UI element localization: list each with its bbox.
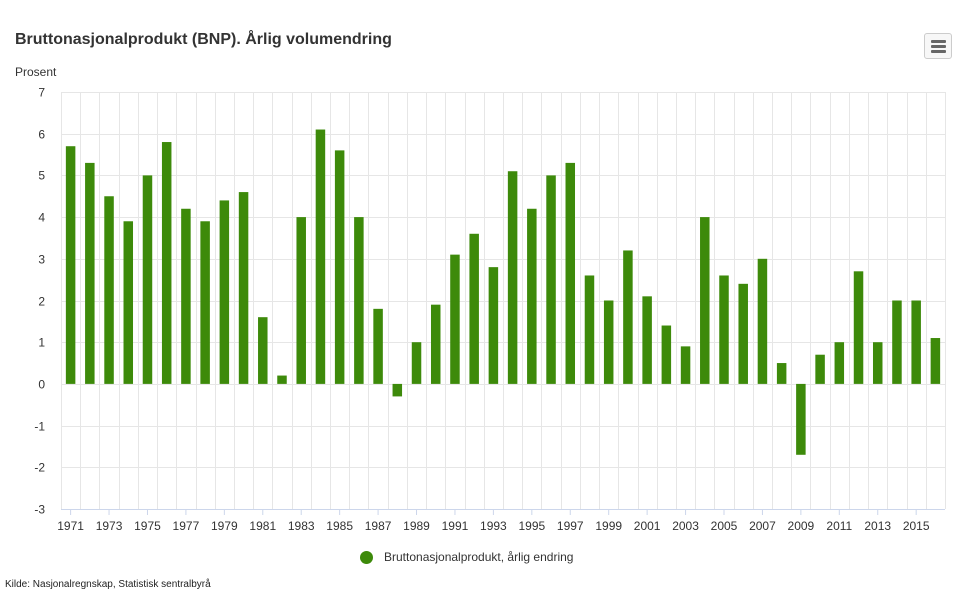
x-tick-label: 1995 bbox=[518, 519, 545, 533]
x-tick-label: 2007 bbox=[749, 519, 776, 533]
bar-1972 bbox=[85, 162, 95, 384]
x-tick-label: 2003 bbox=[672, 519, 699, 533]
y-tick-label: 7 bbox=[38, 86, 45, 100]
bar-1990 bbox=[430, 304, 441, 384]
bar-1976 bbox=[161, 142, 172, 384]
y-tick-label: 0 bbox=[38, 378, 45, 392]
bar-2014 bbox=[892, 300, 902, 384]
y-tick-label: 4 bbox=[38, 211, 45, 225]
x-tick-label: 1987 bbox=[365, 519, 392, 533]
bar-1971 bbox=[65, 146, 76, 384]
bar-2015 bbox=[911, 300, 921, 384]
bar-1985 bbox=[334, 150, 345, 384]
hamburger-menu-icon[interactable] bbox=[924, 33, 952, 59]
bar-2008 bbox=[776, 363, 787, 384]
bar-2001 bbox=[642, 296, 652, 384]
y-tick-label: -3 bbox=[34, 503, 45, 517]
y-tick-label: 6 bbox=[38, 128, 45, 142]
source-note: Kilde: Nasjonalregnskap, Statistisk sent… bbox=[5, 579, 211, 590]
y-tick-label: 3 bbox=[38, 253, 45, 267]
x-tick-label: 1981 bbox=[249, 519, 276, 533]
x-tick-label: 1985 bbox=[326, 519, 353, 533]
bar-1987 bbox=[373, 308, 383, 384]
legend-item[interactable]: Bruttonasjonalprodukt, årlig endring bbox=[360, 550, 573, 564]
bar-1988 bbox=[392, 383, 403, 397]
x-tick-label: 1999 bbox=[595, 519, 622, 533]
x-tick-label: 1977 bbox=[173, 519, 200, 533]
x-tick-label: 1989 bbox=[403, 519, 430, 533]
bar-2000 bbox=[623, 250, 633, 384]
legend-marker-icon bbox=[360, 550, 373, 564]
y-tick-label: 1 bbox=[38, 336, 45, 350]
x-tick-label: 2013 bbox=[864, 519, 891, 533]
y-axis-label: Prosent bbox=[15, 65, 57, 79]
legend-label: Bruttonasjonalprodukt, årlig endring bbox=[384, 550, 574, 564]
bar-1998 bbox=[584, 275, 595, 384]
bar-1997 bbox=[565, 162, 576, 384]
x-tick-label: 2009 bbox=[788, 519, 815, 533]
bar-2002 bbox=[661, 325, 672, 384]
bar-1973 bbox=[104, 196, 114, 384]
bar-2010 bbox=[815, 354, 825, 384]
bar-1994 bbox=[507, 171, 518, 384]
bar-1979 bbox=[219, 200, 230, 384]
x-tick-label: 1991 bbox=[442, 519, 469, 533]
bar-1989 bbox=[411, 342, 422, 384]
bar-2007 bbox=[757, 258, 768, 384]
x-tick-label: 1973 bbox=[96, 519, 123, 533]
bar-1977 bbox=[181, 208, 191, 384]
y-tick-label: -2 bbox=[34, 461, 45, 475]
y-tick-label: 2 bbox=[38, 295, 45, 309]
bar-1984 bbox=[315, 129, 326, 384]
bar-1978 bbox=[200, 221, 210, 384]
x-tick-label: 1983 bbox=[288, 519, 315, 533]
bar-2012 bbox=[853, 271, 864, 384]
x-tick-label: 2015 bbox=[903, 519, 930, 533]
y-tick-label: -1 bbox=[34, 420, 45, 434]
x-tick-label: 1997 bbox=[557, 519, 584, 533]
bar-2005 bbox=[719, 275, 729, 384]
bar-1995 bbox=[527, 208, 537, 384]
bar-1981 bbox=[258, 317, 268, 384]
bar-1991 bbox=[450, 254, 460, 384]
bar-2006 bbox=[738, 283, 748, 384]
x-tick-label: 2005 bbox=[711, 519, 738, 533]
bar-2016 bbox=[930, 338, 941, 384]
chart-title: Bruttonasjonalprodukt (BNP). Årlig volum… bbox=[15, 31, 392, 48]
bar-2009 bbox=[796, 383, 806, 455]
x-tick-label: 1971 bbox=[57, 519, 84, 533]
bar-2011 bbox=[834, 342, 845, 384]
x-tick-label: 2011 bbox=[826, 519, 852, 533]
x-tick-label: 1975 bbox=[134, 519, 161, 533]
bar-2013 bbox=[872, 342, 883, 384]
x-tick-label: 1993 bbox=[480, 519, 507, 533]
bar-1986 bbox=[354, 217, 364, 384]
x-tick-label: 1979 bbox=[211, 519, 238, 533]
bar-1980 bbox=[238, 192, 249, 384]
bar-1983 bbox=[296, 217, 306, 384]
bar-2003 bbox=[680, 346, 691, 384]
bar-1996 bbox=[546, 175, 556, 384]
bar-1993 bbox=[488, 267, 499, 384]
bar-2004 bbox=[700, 217, 710, 384]
bar-1974 bbox=[123, 221, 134, 384]
bar-1975 bbox=[142, 175, 153, 384]
y-tick-label: 5 bbox=[38, 169, 45, 183]
x-tick-label: 2001 bbox=[634, 519, 661, 533]
bar-1999 bbox=[603, 300, 614, 384]
bar-1982 bbox=[277, 375, 287, 384]
bar-1992 bbox=[469, 233, 479, 384]
